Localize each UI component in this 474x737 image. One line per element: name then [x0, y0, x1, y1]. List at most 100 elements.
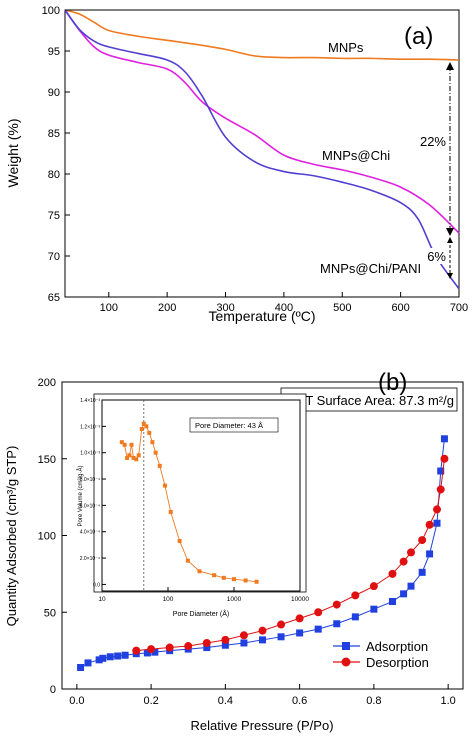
a-x-tick-label: 200 — [158, 302, 176, 314]
b-y-tick-label: 0 — [50, 684, 56, 696]
desorption-point — [425, 520, 434, 529]
adsorption-point — [296, 629, 304, 637]
adsorption-point — [407, 582, 415, 590]
panel-a: 100 200 300 400 500 600 700 65707580859095100 … — [5, 5, 468, 324]
inset-point — [122, 442, 127, 447]
desorption-point — [132, 646, 141, 655]
desorption-point — [314, 608, 323, 617]
adsorption-point — [259, 636, 266, 644]
inset-point — [134, 457, 139, 462]
desorption-point — [277, 620, 286, 629]
inset-point — [147, 430, 152, 435]
desorption-point — [436, 485, 445, 494]
a-x-tick-label: 700 — [450, 302, 468, 314]
inset-x-tick-label: 1000 — [227, 596, 242, 603]
b-x-tick-label: 0.8 — [366, 695, 381, 707]
a-y-tick-label: 90 — [48, 87, 60, 99]
inset-x-tick-label: 10 — [98, 596, 106, 603]
inset-y-tick-label: 1.0×10⁻³ — [80, 451, 100, 457]
panel-b-label: (b) — [378, 369, 407, 396]
inset-point — [144, 424, 149, 429]
series-line-mnps — [64, 9, 460, 61]
panel-b-x-axis-label: Relative Pressure (P/Po) — [190, 718, 333, 733]
inset-point — [150, 440, 155, 445]
annotation-6-percent: 6% — [427, 249, 446, 264]
panel-b: 0.0 0.2 0.4 0.6 0.8 1.0 0 50 100 150 200 BET Surf… — [4, 369, 464, 733]
bet-surface-area-label: BET Surface Area: 87.3 m²/g — [288, 393, 454, 408]
annotation-bg-22 — [420, 133, 448, 149]
panel-a-x-axis-label: Temperature (ºC) — [208, 308, 315, 324]
legend-adsorption-marker — [342, 642, 350, 650]
b-y-tick-label: 100 — [38, 531, 56, 543]
inset-point — [136, 453, 141, 458]
adsorption-point — [99, 654, 107, 662]
inset-point — [125, 455, 130, 460]
a-y-tick-label: 100 — [42, 5, 60, 17]
arrow-6-head-down — [447, 273, 453, 279]
inset-x-tick-label: 100 — [163, 596, 174, 603]
inset-point — [221, 575, 226, 580]
desorption-point — [332, 600, 341, 609]
a-y-tick-label: 65 — [48, 292, 60, 304]
inset-point — [254, 579, 259, 584]
panel-a-label: (a) — [404, 23, 433, 50]
b-x-tick-label: 0.6 — [292, 695, 307, 707]
adsorption-point — [77, 664, 85, 672]
inset-y-tick-label: 1.4×10⁻³ — [80, 398, 100, 404]
arrow-22-head-down — [446, 228, 454, 236]
legend-adsorption-label: Adsorption — [366, 639, 428, 654]
inset-y-axis-label: Pore Volume (cm³/g·Å) — [77, 465, 84, 526]
desorption-point — [369, 582, 378, 591]
desorption-point — [184, 642, 193, 651]
panel-b-legend: Adsorption Desorption — [333, 639, 429, 670]
desorption-point — [147, 645, 156, 654]
adsorption-point — [121, 651, 129, 659]
adsorption-point — [84, 659, 92, 667]
desorption-point — [418, 536, 427, 545]
inset-y-tick-label: 4.0×10⁻⁴ — [80, 530, 100, 536]
desorption-point — [433, 505, 442, 514]
a-x-tick-label: 600 — [391, 302, 409, 314]
a-x-tick-label: 100 — [100, 302, 118, 314]
desorption-point — [388, 569, 397, 578]
adsorption-point — [370, 605, 378, 613]
adsorption-point — [114, 652, 122, 660]
a-x-tick-label: 500 — [333, 302, 351, 314]
a-y-tick-label: 75 — [48, 210, 60, 222]
b-y-tick-label: 200 — [38, 377, 56, 389]
adsorption-point — [106, 653, 114, 661]
desorption-point — [239, 631, 248, 640]
pore-size-inset: 10 100 1000 10000 0.0 2.0×10⁻⁴ 4.0×10⁻⁴ 6.0×10… — [77, 393, 309, 618]
b-y-tick-label: 50 — [44, 607, 56, 619]
desorption-line — [136, 458, 445, 652]
inset-annotation-box — [189, 417, 279, 433]
adsorption-point — [143, 649, 151, 657]
legend-desorption-marker — [341, 657, 351, 667]
inset-point — [197, 569, 202, 574]
adsorption-point — [314, 625, 322, 633]
weight-loss-arrows — [446, 62, 454, 279]
inset-point — [168, 509, 173, 514]
b-x-tick-label: 0.0 — [69, 695, 84, 707]
adsorption-point — [151, 648, 159, 656]
series-line-mnps-chi-pani — [64, 9, 460, 290]
series-label-mnps: MNPs — [328, 40, 364, 55]
adsorption-point — [95, 656, 103, 664]
inset-y-tick-label: 8.0×10⁻⁴ — [80, 477, 100, 483]
inset-y-tick-label: 6.0×10⁻⁴ — [80, 503, 100, 509]
series-label-mnps-chi-pani: MNPs@Chi/PANI — [320, 261, 421, 276]
inset-point — [162, 483, 167, 488]
adsorption-point — [351, 613, 359, 621]
annotation-bg-6 — [426, 248, 448, 264]
inset-point — [212, 573, 217, 578]
a-x-tick-label: 300 — [216, 302, 234, 314]
adsorption-point — [418, 568, 426, 576]
inset-point — [119, 440, 124, 445]
series-line-mnps-chi — [64, 9, 460, 234]
b-x-tick-label: 0.4 — [218, 695, 233, 707]
series-label-mnps-chi: MNPs@Chi — [322, 148, 390, 163]
inset-x-axis-label: Pore Diameter (Å) — [173, 609, 229, 618]
a-y-tick-label: 80 — [48, 169, 60, 181]
adsorption-point — [240, 639, 248, 647]
